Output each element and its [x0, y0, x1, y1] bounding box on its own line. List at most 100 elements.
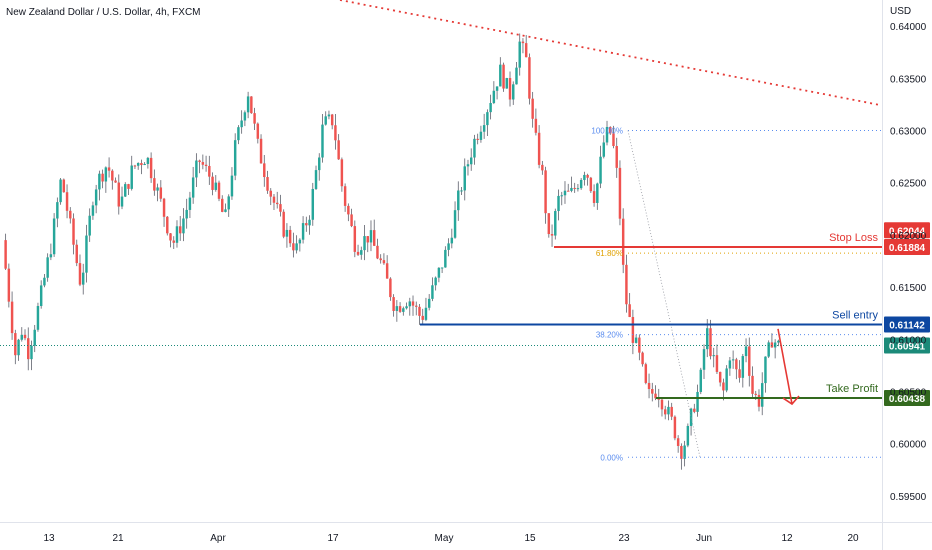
candle-body: [14, 333, 17, 356]
candle-body: [360, 250, 363, 255]
candle-body: [421, 315, 424, 320]
candle-body: [618, 167, 622, 219]
candle-body: [492, 90, 496, 104]
candle-body: [515, 67, 518, 85]
time-tick-label: 21: [112, 533, 124, 544]
candle-body: [528, 57, 531, 99]
candle-body: [605, 126, 609, 143]
time-tick-label: 12: [781, 533, 793, 544]
candle-body: [198, 160, 201, 163]
candle-body: [266, 177, 269, 191]
candle-body: [98, 173, 101, 190]
candle-body: [479, 131, 483, 140]
candle-body: [579, 179, 583, 189]
candle-body: [754, 393, 757, 395]
candle-body: [554, 211, 557, 236]
candle-body: [240, 120, 243, 128]
level-price-tag: [884, 389, 930, 406]
fib-level-label: 0.00%: [600, 453, 623, 462]
candle-body: [188, 197, 192, 210]
time-tick-label: 13: [43, 533, 55, 544]
candle-body: [107, 167, 111, 171]
candle-body: [133, 165, 137, 167]
candle-body: [117, 182, 121, 207]
current-price-tag-text: 0.60941: [889, 341, 926, 352]
time-tick-label: 17: [327, 533, 339, 544]
candle-body: [263, 163, 266, 178]
candle-body: [760, 383, 764, 407]
candle-body: [712, 355, 715, 357]
candle-body: [81, 272, 85, 285]
level-price-tag-text: 0.60438: [889, 394, 926, 405]
candle-body: [718, 371, 722, 383]
fib-level-label: 61.80%: [596, 249, 623, 258]
candle-body: [94, 189, 98, 206]
candle-body: [621, 218, 625, 265]
candle-body: [159, 187, 163, 199]
current-price-tag: [884, 337, 930, 354]
price-tick-label: 0.64000: [890, 22, 927, 33]
fibonacci-retracement: 100.00% 61.80% 38.20% 0.00%: [591, 127, 882, 462]
time-axis[interactable]: 13 21 Apr 17 May 15 23 Jun 12 20: [0, 522, 932, 545]
candle-body: [69, 210, 72, 219]
price-tick-label: 0.63000: [890, 127, 927, 138]
candle-body: [683, 445, 686, 459]
candle-body: [52, 218, 56, 255]
candle-body: [599, 156, 602, 184]
level-label: Take Profit: [826, 383, 878, 395]
candle-body: [149, 157, 153, 179]
candle-body: [292, 243, 295, 251]
candle-body: [175, 226, 179, 243]
candle-body: [217, 182, 221, 199]
candle-body: [631, 317, 635, 343]
candle-body: [757, 394, 761, 407]
candle-body: [7, 268, 11, 302]
candle-body: [91, 205, 95, 216]
candle-body: [508, 78, 512, 100]
candle-body: [495, 86, 499, 91]
candle-body: [402, 308, 405, 312]
candle-body: [214, 182, 218, 190]
candle-body: [56, 202, 59, 219]
candle-body: [33, 329, 36, 346]
candle-body: [586, 174, 589, 178]
candle-body: [447, 243, 450, 250]
candle-body: [392, 297, 395, 311]
trendline: [339, 0, 881, 106]
candle-body: [764, 356, 767, 384]
candle-body: [327, 114, 331, 117]
candle-body: [489, 103, 492, 113]
fib-level-label: 100.00%: [591, 127, 623, 136]
candle-body: [741, 356, 745, 378]
candle-body: [634, 337, 638, 343]
candle-body: [625, 264, 628, 305]
candle-body: [706, 328, 709, 350]
candle-body: [39, 285, 43, 307]
candle-body: [424, 307, 428, 320]
candle-body: [541, 164, 544, 171]
candle-body: [499, 64, 502, 87]
candle-body: [279, 204, 282, 212]
price-axis[interactable]: 0.64000 0.63500 0.63000 0.62500 0.62000 0.615…: [882, 0, 927, 550]
candle-body: [182, 218, 185, 234]
trade-levels: Stop Loss 0.61884 Sell entry 0.61142 Take Pr…: [0, 222, 930, 406]
candle-body: [534, 118, 538, 133]
candle-body: [221, 198, 224, 212]
candle-body: [709, 328, 712, 357]
candle-body: [337, 140, 340, 160]
candle-body: [65, 192, 69, 211]
candle-body: [431, 285, 434, 299]
candle-body: [602, 142, 606, 157]
candles: [4, 33, 780, 470]
candle-body: [657, 398, 660, 400]
candle-body: [767, 342, 770, 357]
candle-body: [735, 359, 738, 370]
candle-body: [670, 406, 673, 417]
chart-title: New Zealand Dollar / U.S. Dollar, 4h, FX…: [6, 7, 201, 18]
candle-body: [143, 163, 146, 166]
candle-body: [243, 112, 247, 121]
candle-body: [376, 245, 379, 259]
candle-body: [702, 349, 706, 370]
